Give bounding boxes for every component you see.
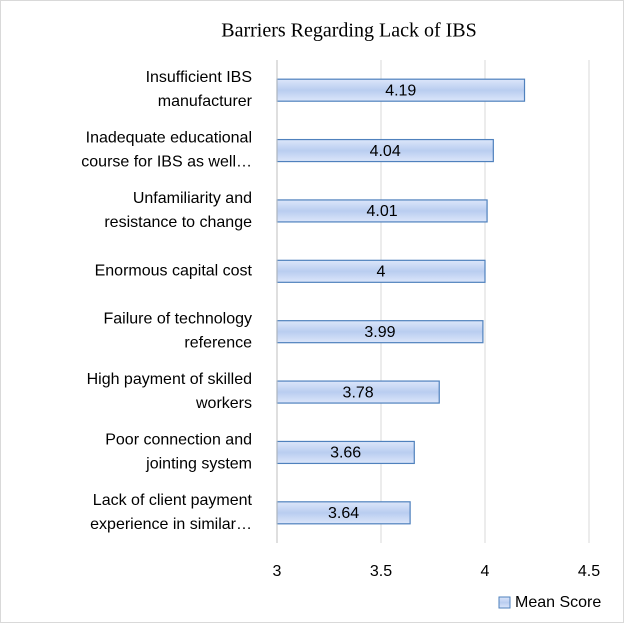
y-tick-label-line: Poor connection and xyxy=(105,432,252,449)
y-tick-label: Poor connection and jointing system xyxy=(105,432,252,473)
x-tick-label: 3 xyxy=(273,563,282,580)
y-tick-label-line: High payment of skilled xyxy=(87,371,252,388)
legend-swatch xyxy=(498,596,511,609)
value-label: 3.64 xyxy=(328,505,359,522)
y-tick-label: Lack of client payment experience in simi… xyxy=(90,492,252,533)
y-tick-label-line: Lack of client payment xyxy=(93,492,253,509)
legend-label: Mean Score xyxy=(515,594,601,611)
value-label: 3.99 xyxy=(364,324,395,341)
value-label: 3.78 xyxy=(343,384,374,401)
y-tick-label-line: reference xyxy=(184,335,252,352)
y-tick-label-line: course for IBS as well… xyxy=(81,154,252,171)
y-tick-label-line: experience in similar… xyxy=(90,516,252,533)
y-tick-label: Failure of technology reference xyxy=(103,311,252,352)
value-label: 4.19 xyxy=(385,82,416,99)
y-tick-label: High payment of skilled workers xyxy=(87,371,252,412)
value-label: 4.04 xyxy=(370,143,401,160)
value-label: 4 xyxy=(377,264,386,281)
y-tick-label-line: Inadequate educational xyxy=(86,130,252,147)
x-tick-label: 4 xyxy=(481,563,490,580)
y-tick-label: Inadequate educational course for IBS as … xyxy=(81,130,252,171)
x-tick-label: 4.5 xyxy=(578,563,600,580)
y-tick-label-line: workers xyxy=(195,395,252,412)
y-tick-label: Enormous capital cost xyxy=(95,263,253,280)
y-tick-label-line: Unfamiliarity and xyxy=(133,190,252,207)
value-label: 4.01 xyxy=(366,203,397,220)
y-tick-label-line: manufacturer xyxy=(158,93,253,110)
y-tick-label: Insufficient IBS manufacturer xyxy=(146,69,253,110)
x-tick-label: 3.5 xyxy=(370,563,392,580)
y-tick-label-line: Failure of technology xyxy=(103,311,252,328)
y-tick-label-line: jointing system xyxy=(145,456,252,473)
y-tick-label-line: resistance to change xyxy=(104,214,252,231)
value-label: 3.66 xyxy=(330,445,361,462)
y-tick-label: Unfamiliarity and resistance to change xyxy=(104,190,252,231)
y-tick-label-line: Insufficient IBS xyxy=(146,69,252,86)
y-tick-label-line: Enormous capital cost xyxy=(95,263,253,280)
chart-title: Barriers Regarding Lack of IBS xyxy=(221,20,476,42)
